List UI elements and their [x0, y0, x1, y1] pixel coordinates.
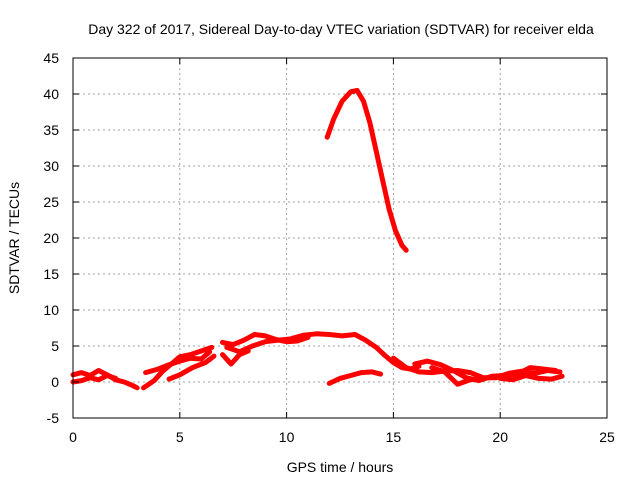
series-line-trace-9 [324, 87, 409, 253]
y-tick-label: 10 [43, 302, 59, 318]
axis-ticks: 0 5 10 15 20 25 -5 0 5 10 15 20 25 30 35 40 45 [43, 50, 615, 445]
y-tick-label: 40 [43, 86, 59, 102]
series-line-trace-4 [143, 349, 213, 376]
chart-title: Day 322 of 2017, Sidereal Day-to-day VTE… [88, 21, 594, 37]
y-tick-label: 20 [43, 230, 59, 246]
series-line-trace-6 [220, 332, 311, 348]
x-tick-label: 5 [176, 429, 184, 445]
y-tick-label: 15 [43, 266, 59, 282]
series-line-trace-7 [220, 348, 251, 367]
series-line-trace-2 [70, 373, 119, 385]
y-tick-label: 30 [43, 158, 59, 174]
y-axis-label: SDTVAR / TECUs [6, 182, 22, 294]
x-tick-label: 20 [492, 429, 508, 445]
series-line-trace-5 [166, 353, 217, 382]
x-tick-label: 0 [69, 429, 77, 445]
series-line-trace-11 [390, 355, 563, 381]
x-tick-label: 25 [599, 429, 615, 445]
x-axis-label: GPS time / hours [287, 459, 394, 475]
series-line-trace-10 [326, 369, 384, 386]
y-tick-label: 25 [43, 194, 59, 210]
series-group [70, 87, 565, 391]
y-tick-label: 35 [43, 122, 59, 138]
y-tick-label: -5 [47, 410, 60, 426]
y-tick-label: 0 [51, 374, 59, 390]
y-tick-label: 5 [51, 338, 59, 354]
series-line-trace-13 [429, 365, 499, 387]
x-tick-label: 15 [386, 429, 402, 445]
y-tick-label: 45 [43, 50, 59, 66]
series-line-trace-3 [141, 344, 215, 391]
series-line-trace-14 [497, 373, 565, 383]
series-line-trace-8 [224, 331, 422, 372]
x-tick-label: 10 [279, 429, 295, 445]
grid [73, 58, 607, 418]
